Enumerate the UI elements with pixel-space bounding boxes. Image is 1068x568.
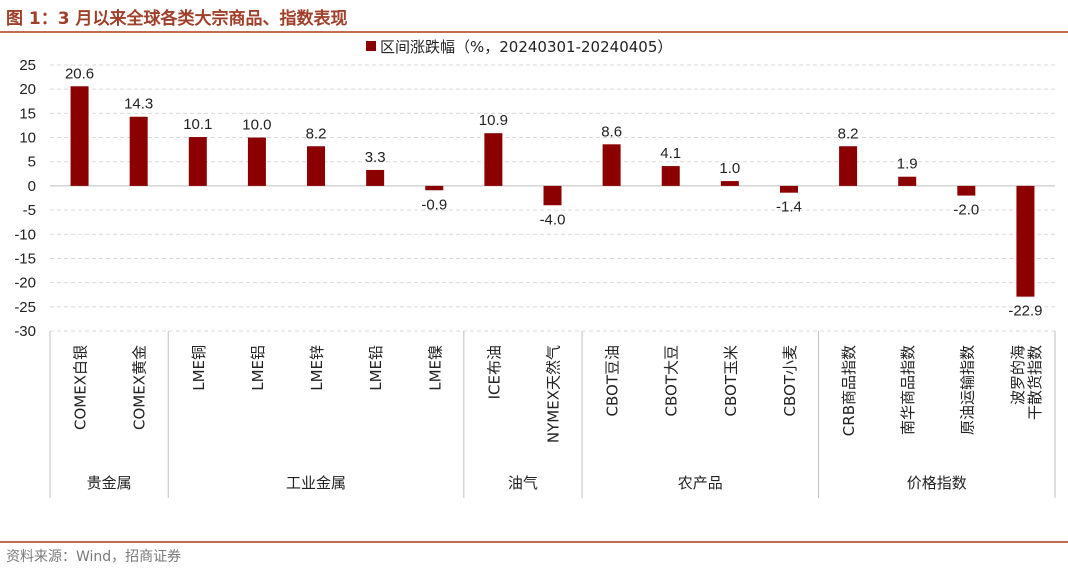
bar bbox=[425, 185, 444, 191]
data-label: 1.9 bbox=[897, 156, 918, 173]
x-category-label: COMEX黄金 bbox=[131, 345, 149, 430]
x-category-label: CBOT玉米 bbox=[722, 345, 740, 416]
bar bbox=[247, 137, 266, 186]
bar bbox=[1016, 185, 1035, 297]
bar bbox=[307, 146, 326, 186]
x-category-label: LME镍 bbox=[426, 345, 444, 391]
footer-divider bbox=[0, 541, 1068, 543]
y-tick-label: -20 bbox=[14, 275, 36, 292]
x-category-label: CBOT豆油 bbox=[604, 345, 622, 416]
y-axis: 25 20 15 10 5 0 -5 -10 -15 -20 -25 -30 bbox=[14, 57, 36, 340]
bar bbox=[188, 137, 207, 186]
x-category-label: LME锌 bbox=[308, 345, 326, 391]
legend-swatch bbox=[366, 41, 376, 51]
x-category-label: NYMEX天然气 bbox=[545, 345, 563, 443]
x-category-label: CBOT大豆 bbox=[663, 345, 681, 416]
bar bbox=[779, 185, 798, 193]
x-category-label: LME铜 bbox=[190, 345, 208, 391]
x-category-label: COMEX白银 bbox=[72, 345, 90, 430]
x-category-label: 南华商品指数 bbox=[899, 345, 917, 435]
data-label: 8.2 bbox=[838, 125, 859, 142]
bar-chart: 区间涨跌幅（%，20240301-20240405） 25 20 15 10 5 0 -5 -… bbox=[14, 38, 1056, 498]
x-group-label: 贵金属 bbox=[87, 474, 132, 492]
x-category-label: LME铝 bbox=[249, 345, 267, 391]
bar bbox=[720, 181, 739, 186]
x-category-label: 干散货指数 bbox=[1026, 345, 1044, 420]
data-label: 10.1 bbox=[183, 116, 212, 133]
data-label: 8.6 bbox=[601, 123, 622, 140]
data-label: 14.3 bbox=[124, 96, 153, 113]
y-tick-label: 5 bbox=[28, 154, 36, 171]
bar bbox=[543, 185, 562, 206]
legend: 区间涨跌幅（%，20240301-20240405） bbox=[366, 38, 672, 56]
y-tick-label: -25 bbox=[14, 299, 36, 316]
bar bbox=[70, 86, 89, 186]
bar bbox=[366, 169, 385, 186]
x-category-label: 波罗的海 bbox=[1009, 345, 1027, 405]
y-tick-label: 20 bbox=[19, 81, 36, 98]
figure-title: 图 1：3 月以来全球各类大宗商品、指数表现 bbox=[6, 9, 348, 29]
y-tick-label: -15 bbox=[14, 250, 36, 267]
bar bbox=[957, 185, 976, 196]
y-tick-label: -10 bbox=[14, 226, 36, 243]
data-label: 10.0 bbox=[242, 117, 271, 134]
y-tick-label: 25 bbox=[19, 57, 36, 74]
y-tick-label: 10 bbox=[19, 130, 36, 147]
legend-label: 区间涨跌幅（%，20240301-20240405） bbox=[380, 38, 672, 56]
data-label: 20.6 bbox=[65, 65, 94, 82]
x-group-label: 农产品 bbox=[678, 474, 723, 492]
bar bbox=[602, 144, 621, 186]
bar bbox=[129, 116, 148, 186]
data-label: -1.4 bbox=[776, 199, 802, 216]
data-label: -0.9 bbox=[421, 196, 447, 213]
data-label: -4.0 bbox=[540, 211, 566, 228]
data-labels: 20.6 14.3 10.1 10.0 8.2 3.3 -0.9 10.9 -4.0 8.6 4.1… bbox=[65, 65, 1043, 319]
x-axis-categories: COMEX白银 COMEX黄金 LME铜 LME铝 LME锌 LME铅 LME镍 ICE布油 N… bbox=[72, 345, 1044, 443]
data-label: 8.2 bbox=[306, 125, 327, 142]
data-label: 1.0 bbox=[719, 160, 740, 177]
bar bbox=[661, 166, 680, 186]
y-tick-label: -30 bbox=[14, 323, 36, 340]
y-tick-label: -5 bbox=[23, 202, 36, 219]
x-category-label: CRB商品指数 bbox=[840, 345, 858, 436]
x-category-label: 原油运输指数 bbox=[958, 345, 976, 435]
bar bbox=[898, 176, 917, 186]
data-label: 4.1 bbox=[660, 145, 681, 162]
bar bbox=[484, 133, 503, 186]
bars bbox=[70, 86, 1035, 297]
x-category-label: CBOT小麦 bbox=[781, 345, 799, 416]
data-label: -22.9 bbox=[1008, 303, 1042, 320]
x-category-label: ICE布油 bbox=[485, 345, 503, 399]
bar bbox=[839, 146, 858, 186]
x-axis-groups: 贵金属 工业金属 油气 农产品 价格指数 bbox=[49, 331, 1056, 498]
title-divider bbox=[0, 31, 1068, 33]
data-label: 10.9 bbox=[479, 112, 508, 129]
x-group-label: 工业金属 bbox=[286, 474, 346, 492]
x-group-label: 价格指数 bbox=[907, 474, 967, 492]
y-tick-label: 0 bbox=[28, 178, 36, 195]
source-note: 资料来源：Wind，招商证券 bbox=[6, 549, 182, 565]
data-label: -2.0 bbox=[953, 202, 979, 219]
x-group-label: 油气 bbox=[508, 474, 538, 492]
x-category-label: LME铅 bbox=[367, 345, 385, 391]
data-label: 3.3 bbox=[365, 149, 386, 166]
y-tick-label: 15 bbox=[19, 105, 36, 122]
